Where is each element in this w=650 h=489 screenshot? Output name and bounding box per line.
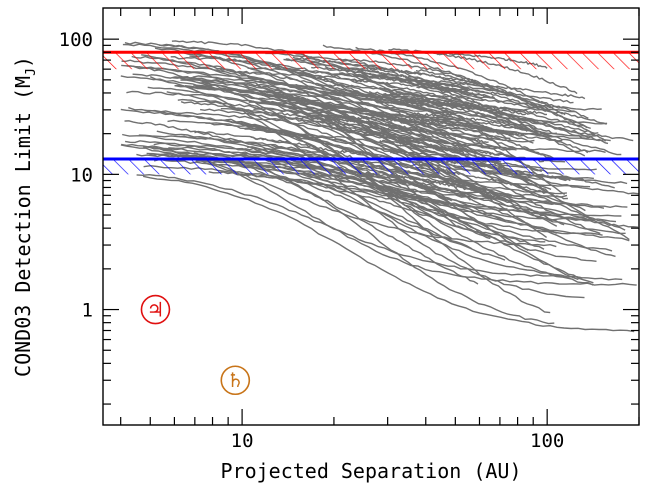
mass-limit-lines <box>103 50 639 175</box>
jupiter-marker-ring <box>140 294 171 325</box>
planet-markers: ♃♄ <box>140 294 251 396</box>
x-tick-label: 100 <box>530 430 564 452</box>
detection-curve <box>379 87 589 154</box>
x-axis-title: Projected Separation (AU) <box>220 459 521 483</box>
hatch-band-red <box>103 52 639 70</box>
detection-curve <box>387 77 586 100</box>
detection-curve <box>416 85 589 119</box>
detection-curve <box>121 143 506 261</box>
y-tick-label: 1 <box>82 300 93 322</box>
detection-curve <box>247 67 566 196</box>
detection-curve <box>149 76 585 299</box>
detection-curve <box>402 118 525 136</box>
detection-curve <box>208 171 545 250</box>
x-tick-label: 10 <box>231 430 254 452</box>
detection-curve <box>300 172 639 228</box>
detection-curve <box>146 145 555 325</box>
detection-curve <box>261 93 630 241</box>
detection-curve <box>192 75 608 125</box>
detection-curve <box>309 115 432 126</box>
detection-curve <box>226 119 628 209</box>
detection-curve <box>274 66 497 166</box>
detection-curve <box>351 74 547 113</box>
detection-curve <box>193 84 617 223</box>
detection-curve <box>379 94 588 129</box>
y-axis-title-close: ) <box>11 56 35 68</box>
detection-curve <box>317 103 543 173</box>
y-axis-title-main: COND03 Detection Limit (M <box>11 76 35 377</box>
y-axis-title: COND03 Detection Limit (MJ) <box>11 56 39 377</box>
detection-curve <box>122 43 508 135</box>
detection-curve <box>180 101 417 144</box>
detection-curve <box>225 118 594 286</box>
detection-curve <box>273 111 463 153</box>
y-tick-label: 100 <box>59 29 93 51</box>
detection-curve <box>390 91 634 142</box>
saturn-marker-ring <box>220 365 251 396</box>
detection-curve <box>124 41 488 149</box>
detection-curve <box>144 109 514 151</box>
detection-curve <box>180 79 628 185</box>
y-tick-label: 10 <box>70 164 93 186</box>
plot-frame <box>102 7 640 426</box>
hatch-band-blue <box>103 158 639 175</box>
detection-curve <box>364 112 546 135</box>
detection-curve <box>405 112 528 132</box>
saturn-symbol: ♄ <box>226 368 244 392</box>
detection-curve <box>138 66 567 195</box>
detection-curve <box>156 130 588 220</box>
detection-curve <box>317 83 534 133</box>
detection-curve <box>136 173 582 279</box>
axes: 10 100 1 10 100 Projected Separation (AU) COND… <box>11 7 640 483</box>
detection-curve <box>136 153 508 210</box>
detection-curves <box>120 40 639 333</box>
detection-curve <box>205 122 512 204</box>
detection-curve <box>177 98 511 140</box>
jupiter-symbol: ♃ <box>146 298 164 322</box>
detection-curve <box>179 152 594 222</box>
detection-curve <box>383 93 607 125</box>
detection-curve <box>352 79 495 99</box>
y-axis-title-subscript: J <box>24 68 39 76</box>
detection-curve <box>142 175 635 333</box>
